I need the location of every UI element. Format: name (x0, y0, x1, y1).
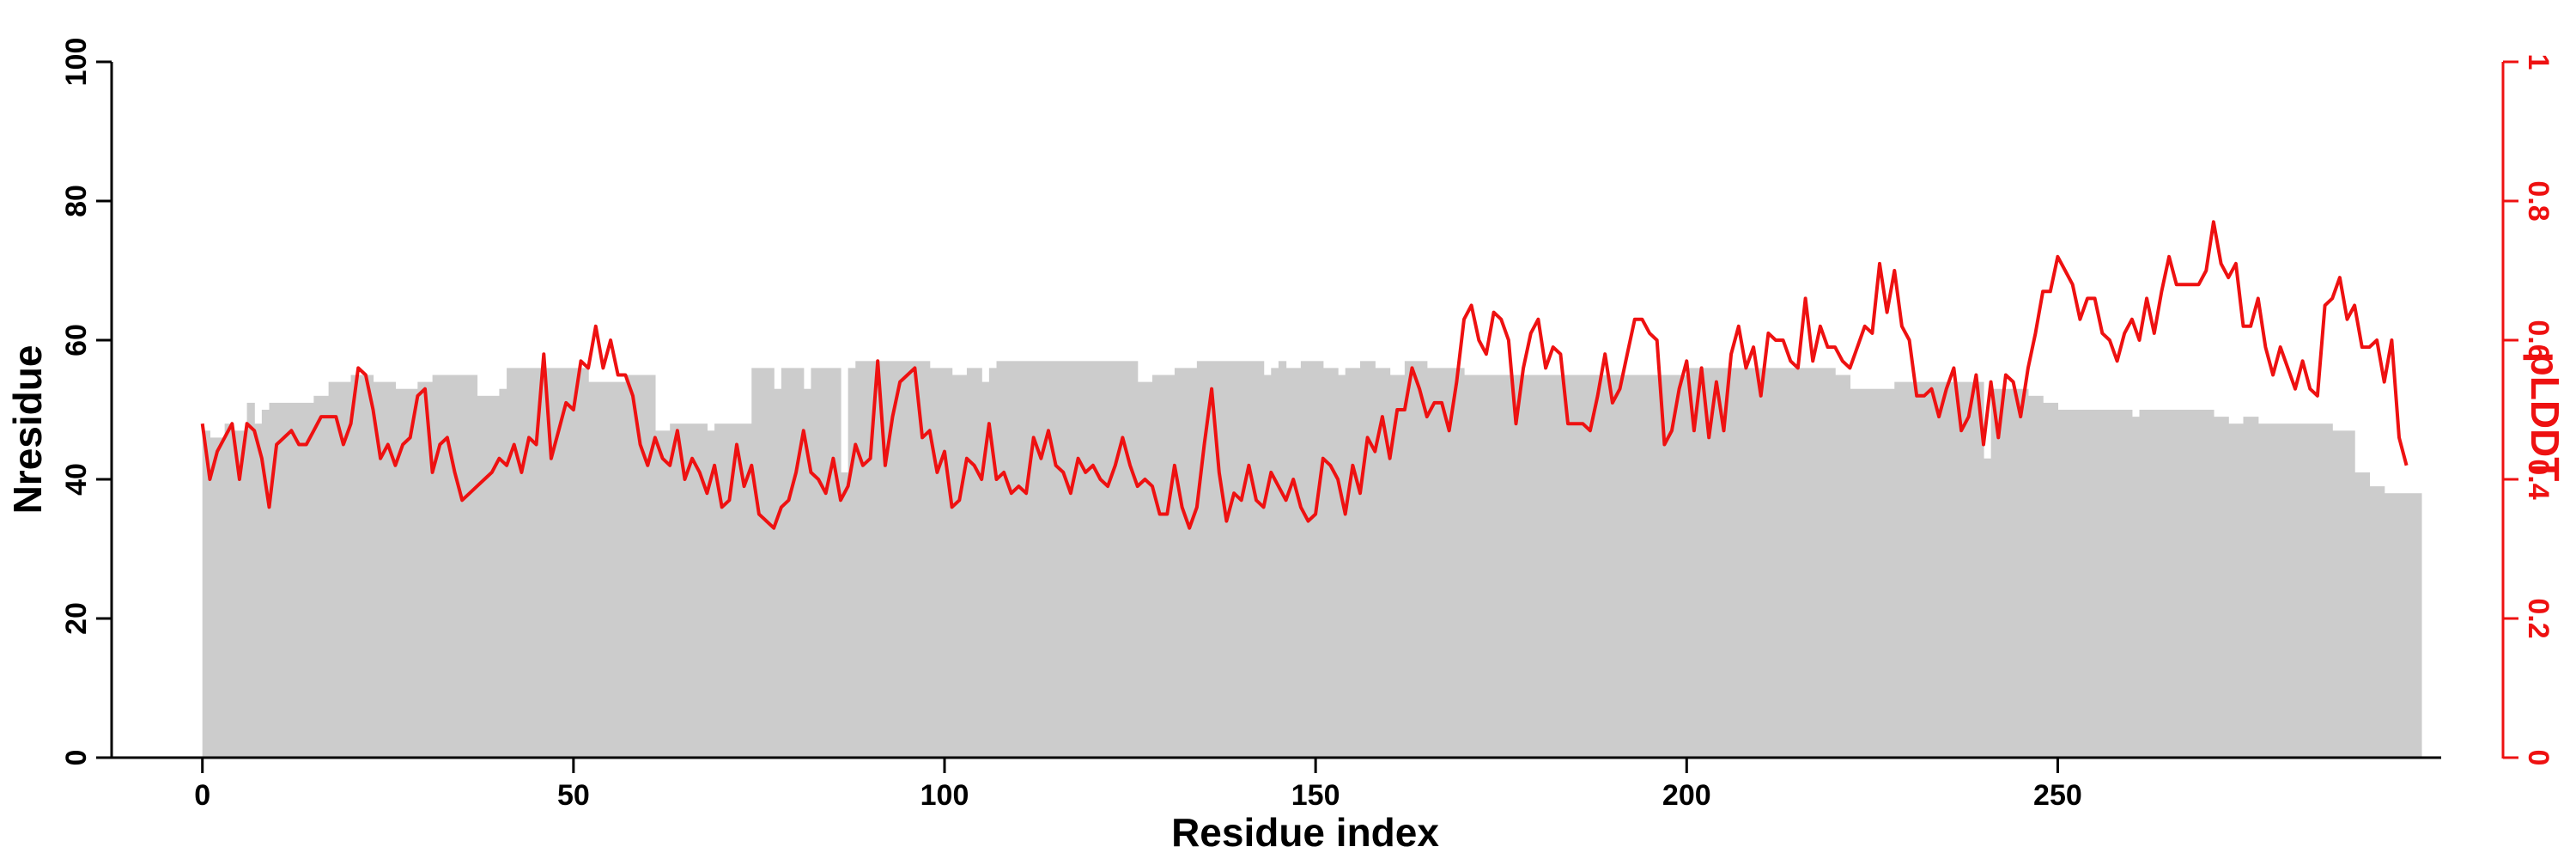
nresidue-bar (477, 395, 501, 758)
nresidue-bar (654, 430, 671, 758)
nresidue-bar (2027, 395, 2044, 758)
nresidue-bar (774, 388, 782, 758)
nresidue-bar (2228, 423, 2245, 758)
plddt-line (200, 220, 2409, 530)
nresidue-bar (988, 368, 998, 758)
y-left-tick-label: 80 (60, 185, 93, 217)
x-tick-label: 0 (194, 779, 210, 812)
nresidue-bar (1990, 388, 2029, 758)
nresidue-bar (1850, 388, 1895, 758)
nresidue-bar (2369, 486, 2385, 758)
nresidue-bar (246, 402, 255, 758)
nresidue-bar (803, 388, 812, 758)
y-right-tick-label: 0 (2522, 750, 2555, 766)
nresidue-bar (1263, 375, 1272, 758)
nresidue-bar (781, 368, 805, 758)
nresidue-bar (269, 402, 314, 758)
nresidue-bar (1686, 368, 1836, 758)
nresidue-bar (2257, 423, 2333, 758)
nresidue-bar (966, 368, 982, 758)
nresidue-bar (1984, 458, 1992, 758)
nresidue-bar (2213, 417, 2229, 758)
nresidue-bar (210, 437, 226, 758)
y-left-tick-label: 100 (60, 38, 93, 87)
nresidue-bar (1152, 375, 1176, 758)
nresidue-bar (1360, 361, 1376, 758)
y-right-tick-label: 0.2 (2522, 598, 2555, 638)
y-right-tick-label: 0.8 (2522, 180, 2555, 221)
y-left-tick-label: 40 (60, 463, 93, 496)
y-left-tick-label: 60 (60, 324, 93, 356)
x-axis-title: Residue index (1171, 810, 1439, 855)
nresidue-bar (2131, 417, 2141, 758)
nresidue-bar (855, 361, 931, 758)
nresidue-bar (261, 410, 270, 758)
y-left-tick-label: 0 (60, 750, 93, 766)
nresidue-bar (2057, 410, 2133, 758)
x-tick-label: 50 (557, 779, 590, 812)
nresidue-bar (2354, 472, 2371, 758)
nresidue-bars (202, 361, 2422, 758)
nresidue-bar (751, 368, 775, 758)
nresidue-bar (1137, 381, 1153, 758)
x-tick-label: 150 (1291, 779, 1340, 812)
nresidue-bar (2332, 430, 2355, 758)
nresidue-bar (1389, 375, 1406, 758)
nresidue-bar (929, 368, 953, 758)
nresidue-bar (499, 388, 507, 758)
y-left-axis-title: Nresidue (5, 345, 50, 515)
nresidue-bar (1174, 368, 1198, 758)
y-right-tick-label: 0.6 (2522, 320, 2555, 360)
nresidue-bar (2243, 417, 2259, 758)
nresidue-bar (417, 381, 434, 758)
nresidue-bar (1404, 361, 1428, 758)
y-right-tick-label: 0.4 (2522, 459, 2555, 499)
nresidue-bar (1322, 368, 1339, 758)
nresidue-bar (2043, 402, 2059, 758)
nresidue-bar (1300, 361, 1324, 758)
nresidue-bar (848, 368, 856, 758)
nresidue-bar (232, 430, 248, 758)
plddt-line-layer (200, 220, 2409, 530)
nresidue-bar (2384, 493, 2422, 758)
y-right-tick-label: 1 (2522, 54, 2555, 70)
nresidue-bar (1375, 368, 1391, 758)
nresidue-bar (841, 472, 849, 758)
nresidue-bar (1285, 368, 1302, 758)
x-tick-label: 250 (2033, 779, 2082, 812)
nresidue-bar (395, 388, 418, 758)
nresidue-bar (707, 430, 715, 758)
nresidue-bar (2139, 410, 2148, 758)
nresidue-bar (1426, 368, 1465, 758)
axes (96, 60, 2518, 773)
nresidue-bar (1345, 368, 1361, 758)
nresidue-bar (1464, 375, 1687, 758)
nresidue-bar (313, 395, 330, 758)
nresidue-bar (224, 423, 233, 758)
nresidue-bar (588, 381, 626, 758)
nresidue-bar (350, 375, 374, 758)
nresidue-bar (254, 423, 263, 758)
nresidue-bar (951, 375, 968, 758)
nresidue-bar (625, 375, 656, 758)
nresidue-bar (2147, 410, 2215, 758)
nresidue-bar (1278, 361, 1287, 758)
nresidue-bar (1338, 375, 1346, 758)
nresidue-bar (1894, 381, 1984, 758)
nresidue-bar (981, 381, 990, 758)
tick-labels: 0 20 40 60 80 100 0 0.2 0.4 0.6 0.8 1 0 50 100 150 200 25… (60, 38, 2555, 812)
y-right-axis-title: pLDDT (2523, 352, 2567, 482)
nresidue-bar (328, 381, 352, 758)
x-tick-label: 100 (920, 779, 969, 812)
x-tick-label: 200 (1662, 779, 1711, 812)
nresidue-bar (432, 375, 478, 758)
nresidue-bar (811, 368, 841, 758)
nresidue-bar (1271, 368, 1279, 758)
nresidue-bar (996, 361, 1139, 758)
y-left-tick-label: 20 (60, 602, 93, 635)
nresidue-bar (1835, 375, 1851, 758)
nresidue-bar (202, 430, 210, 758)
